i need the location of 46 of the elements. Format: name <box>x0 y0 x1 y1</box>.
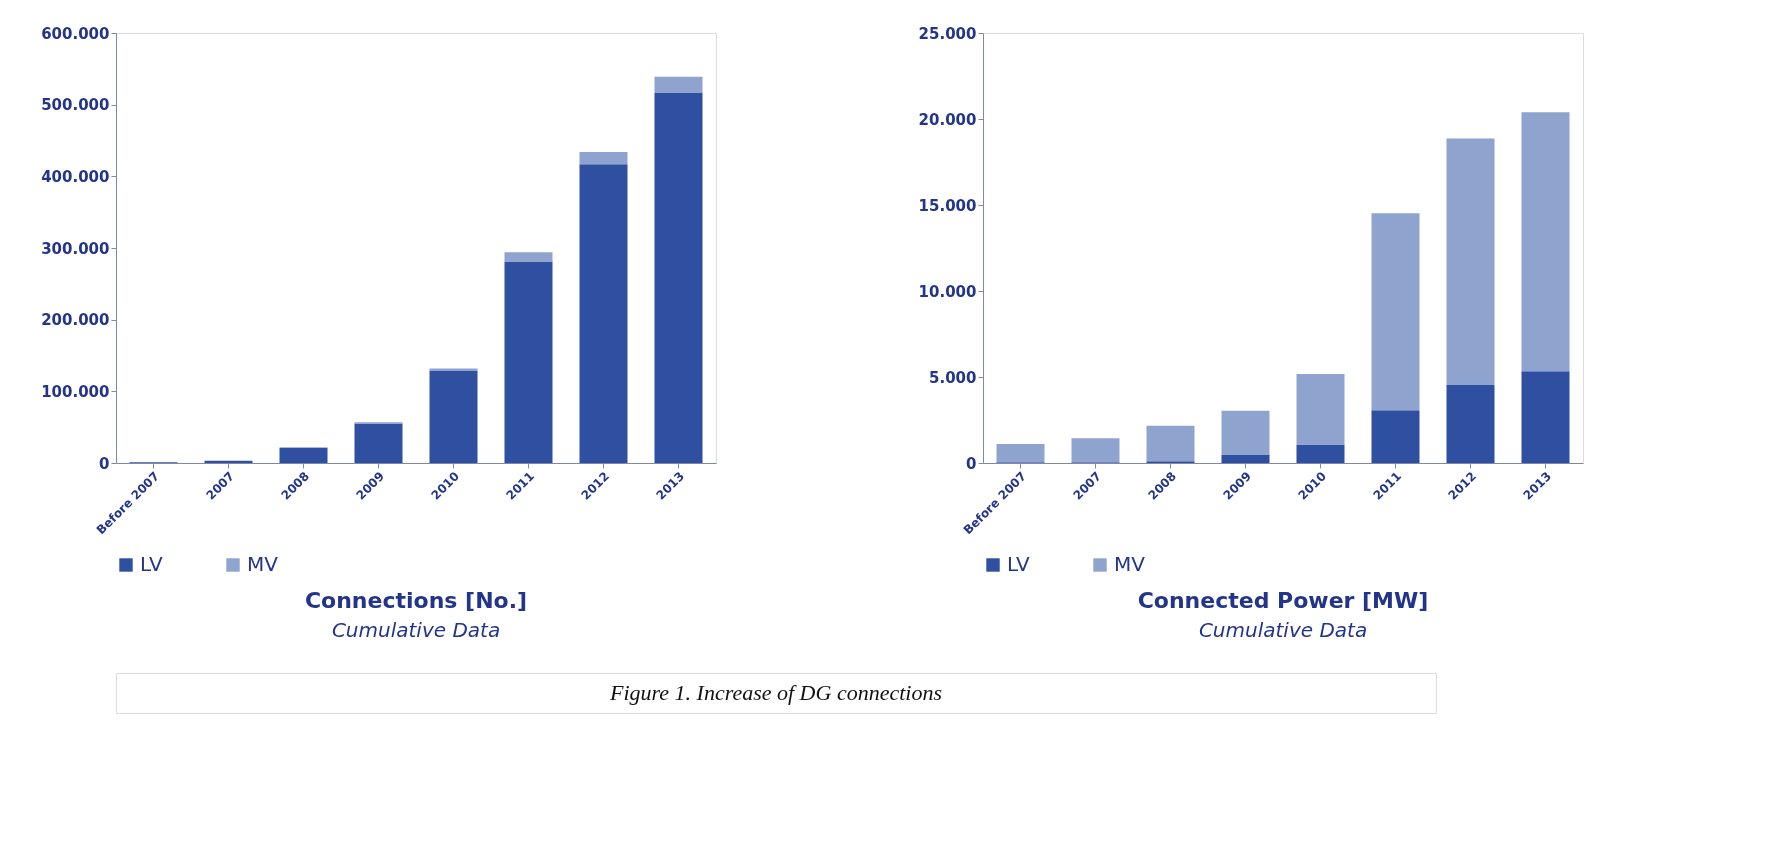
legend-label: MV <box>1114 552 1146 576</box>
bar <box>504 261 553 463</box>
bar <box>1521 112 1570 372</box>
bar <box>1146 425 1195 462</box>
bar <box>1371 213 1420 411</box>
y-tick-label: 10.000 <box>918 282 977 301</box>
bar <box>579 151 628 165</box>
text: Connections [No.] <box>304 588 528 613</box>
legend-label: MV <box>247 552 279 576</box>
bar <box>504 252 553 262</box>
y-tick-label: 5.000 <box>929 368 977 387</box>
text: Connected Power [MW] <box>1137 588 1429 613</box>
bar <box>429 370 478 463</box>
bar <box>1221 410 1270 455</box>
bar <box>1446 138 1495 385</box>
bar <box>1221 454 1270 463</box>
caption: Figure 1. Increase of DG connections <box>609 680 942 705</box>
bar <box>579 164 628 463</box>
y-tick-label: 20.000 <box>918 110 977 129</box>
bar <box>996 444 1045 463</box>
bar <box>654 92 703 463</box>
bar <box>279 447 328 463</box>
bar <box>1071 438 1120 463</box>
bar <box>1446 384 1495 463</box>
text: Cumulative Data <box>1198 618 1368 642</box>
y-tick-label: 100.000 <box>41 382 110 401</box>
y-tick-label: 15.000 <box>918 196 977 215</box>
bar <box>1296 444 1345 463</box>
legend-label: LV <box>140 552 163 576</box>
y-tick-label: 300.000 <box>41 239 110 258</box>
y-tick-label: 25.000 <box>918 24 977 43</box>
bar <box>654 76 703 93</box>
y-tick-label: 600.000 <box>41 24 110 43</box>
y-tick-label: 400.000 <box>41 167 110 186</box>
legend-label: LV <box>1007 552 1030 576</box>
text: Cumulative Data <box>331 618 501 642</box>
y-tick-label: 0 <box>99 454 110 473</box>
bar <box>1371 410 1420 463</box>
y-tick-label: 500.000 <box>41 96 110 115</box>
bar <box>204 460 253 463</box>
bar <box>354 423 403 463</box>
y-tick-label: 0 <box>966 454 977 473</box>
bar <box>1296 374 1345 445</box>
bar <box>429 368 478 371</box>
y-tick-label: 200.000 <box>41 311 110 330</box>
bar <box>1521 371 1570 463</box>
